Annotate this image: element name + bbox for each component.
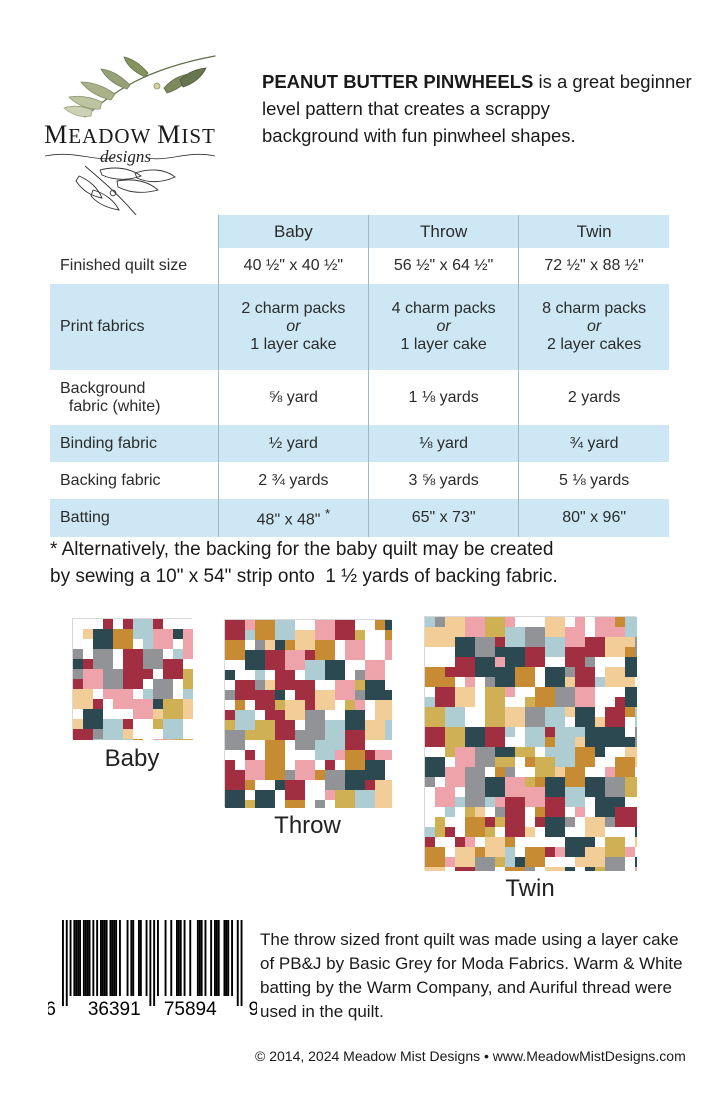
svg-text:36391: 36391 xyxy=(88,999,141,1018)
svg-text:75894: 75894 xyxy=(164,999,217,1018)
svg-text:9: 9 xyxy=(249,999,257,1018)
svg-text:6: 6 xyxy=(48,999,56,1018)
